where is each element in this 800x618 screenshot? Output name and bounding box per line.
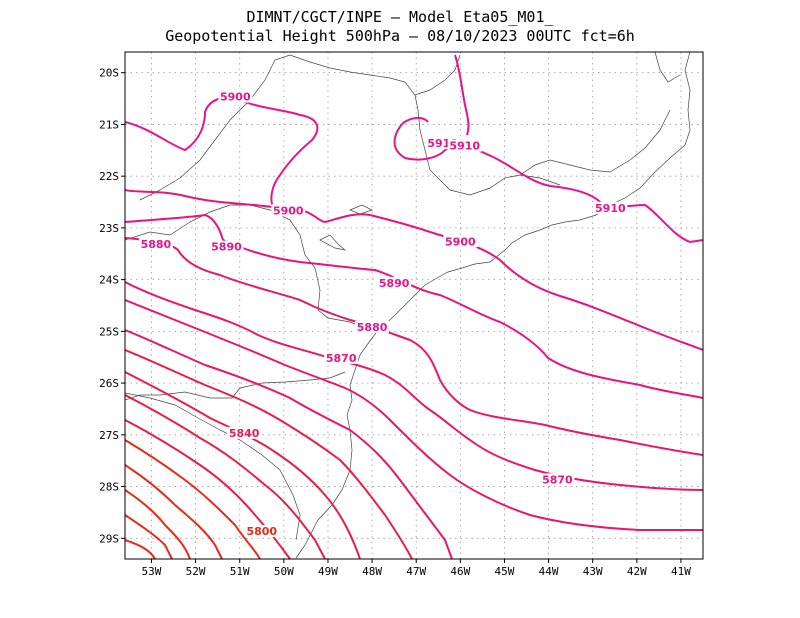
state-border — [519, 109, 671, 176]
contour-label: 5910 — [449, 140, 480, 153]
contour-label-bg — [138, 238, 173, 251]
contour-label-bg — [540, 473, 575, 486]
contour-line — [402, 116, 429, 124]
lon-tick-label: 53W — [142, 565, 162, 578]
contour-line — [454, 54, 470, 136]
lon-tick-label: 52W — [186, 565, 206, 578]
lat-tick-label: 28S — [99, 481, 119, 494]
map-frame — [124, 51, 704, 560]
lat-tick-label: 27S — [99, 429, 119, 442]
geopotential-contours — [124, 54, 704, 560]
lat-tick-label: 24S — [99, 274, 119, 287]
contour-label: 5890 — [379, 277, 410, 290]
lat-tick-label: 26S — [99, 377, 119, 390]
lon-tick-label: 50W — [274, 565, 294, 578]
contour-line — [124, 329, 453, 560]
contour-line — [393, 122, 704, 244]
contour-line — [124, 439, 261, 560]
contour-labels: 5900590059105910591059005890589058805880… — [138, 90, 628, 538]
coastlines-and-borders — [124, 51, 691, 559]
contour-line — [124, 464, 223, 560]
contour-line — [124, 281, 704, 491]
contour-label: 5880 — [141, 238, 172, 251]
contour-label: 5870 — [326, 352, 357, 365]
lat-tick-label: 23S — [99, 222, 119, 235]
contour-line — [124, 299, 703, 531]
state-border — [654, 51, 681, 83]
lon-tick-label: 46W — [450, 565, 470, 578]
lagoon — [319, 234, 347, 251]
contour-line — [124, 96, 319, 213]
lat-lon-grid — [125, 52, 703, 559]
lon-tick-label: 41W — [671, 565, 691, 578]
contour-line — [124, 371, 361, 560]
contour-label-bg — [271, 204, 306, 217]
state-border — [139, 54, 561, 201]
contour-label-bg — [377, 276, 412, 289]
lat-tick-label: 21S — [99, 118, 119, 131]
contour-line — [124, 514, 173, 560]
lon-tick-label: 51W — [230, 565, 250, 578]
lon-tick-label: 44W — [539, 565, 559, 578]
contour-label: 5800 — [246, 525, 277, 538]
contour-line — [124, 489, 191, 560]
contour-label-bg — [324, 351, 359, 364]
state-border — [124, 371, 346, 401]
contour-label-bg — [227, 426, 262, 439]
contour-label-bg — [447, 139, 482, 152]
lat-tick-label: 29S — [99, 532, 119, 545]
lon-tick-label: 49W — [318, 565, 338, 578]
lon-tick-label: 42W — [627, 565, 647, 578]
state-border — [414, 54, 461, 96]
contour-label-bg — [244, 525, 279, 538]
contour-label: 5900 — [273, 204, 304, 217]
lon-tick-label: 43W — [583, 565, 603, 578]
contour-label-bg — [209, 240, 244, 253]
contour-label: 5890 — [211, 241, 242, 254]
contour-line — [124, 394, 326, 560]
lat-tick-label: 25S — [99, 325, 119, 338]
contour-label-bg — [355, 320, 390, 333]
axis-tick-labels: 53W 52W 51W 50W 49W 48W 47W 46W 45W 44W 43W 42W 41W 2… — [99, 67, 691, 578]
contour-line — [124, 189, 704, 351]
map-title-line-2: Geopotential Height 500hPa – 08/10/2023 … — [165, 27, 635, 45]
lon-tick-label: 48W — [362, 565, 382, 578]
map-title-line-1: DIMNT/CGCT/INPE – Model Eta05_M01_ — [246, 8, 554, 26]
contour-label: 5880 — [357, 321, 388, 334]
lagoon — [349, 204, 373, 215]
lat-tick-label: 20S — [99, 67, 119, 80]
contour-line — [124, 237, 704, 456]
contour-label: 5900 — [220, 91, 251, 104]
contour-line — [124, 349, 413, 560]
coastline — [295, 51, 691, 559]
state-border — [124, 204, 366, 329]
contour-line — [124, 539, 156, 560]
contour-label-bg — [218, 90, 253, 103]
lon-tick-label: 47W — [406, 565, 426, 578]
contour-label-bg — [593, 201, 628, 214]
contour-label: 5910 — [595, 202, 626, 215]
contour-label: 5870 — [542, 473, 573, 486]
contour-label-bg — [443, 235, 478, 248]
lon-tick-label: 45W — [495, 565, 515, 578]
contour-label: 5900 — [445, 235, 476, 248]
contour-label: 5840 — [229, 427, 260, 440]
lat-tick-label: 22S — [99, 170, 119, 183]
state-border — [124, 392, 301, 541]
